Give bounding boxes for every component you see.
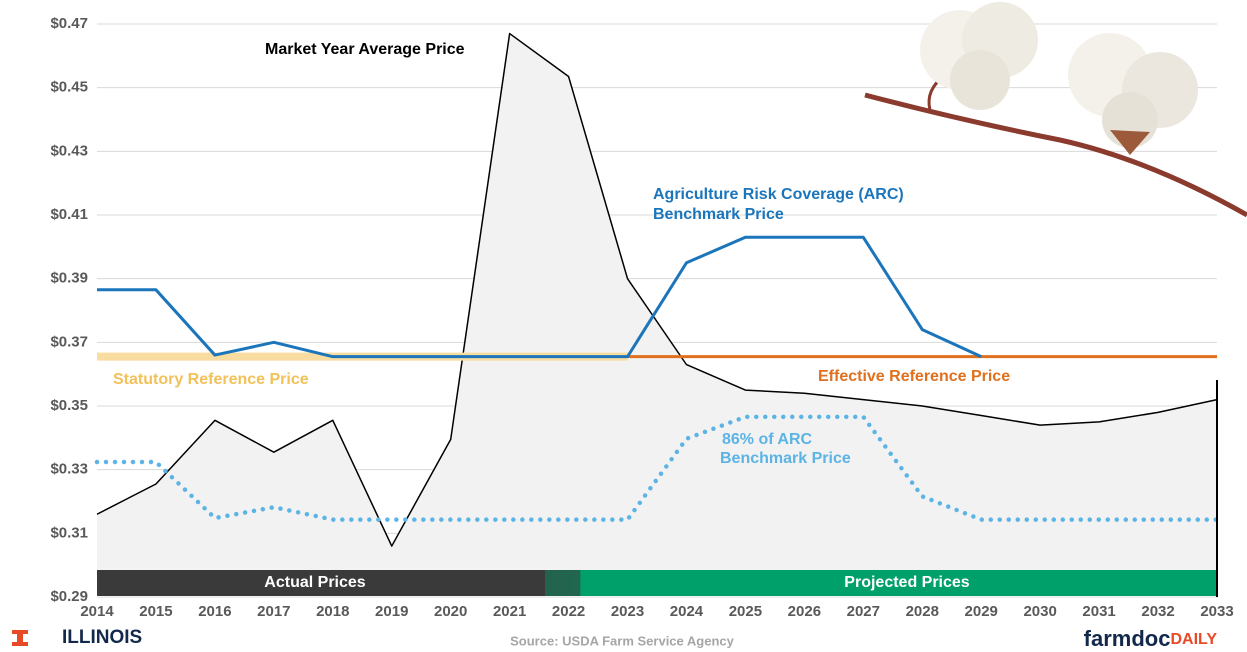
y-tick-label: $0.35 (50, 397, 88, 414)
y-tick-label: $0.43 (50, 142, 88, 159)
x-tick-label: 2019 (375, 603, 408, 620)
series-line (97, 235, 982, 359)
y-tick-label: $0.31 (50, 524, 88, 541)
y-tick-label: $0.29 (50, 588, 88, 605)
x-tick-label: 2028 (906, 603, 939, 620)
x-tick-label: 2023 (611, 603, 644, 620)
annotation: 86% of ARC (722, 431, 813, 448)
series-line (94, 414, 1220, 522)
source: Source: USDA Farm Service Agency (510, 633, 734, 648)
band-label: Projected Prices (844, 574, 970, 591)
series-line (96, 32, 1218, 547)
y-tick-label: $0.47 (50, 15, 88, 32)
x-tick-label: 2020 (434, 603, 467, 620)
annotation: Benchmark Price (720, 450, 851, 467)
annotation: Benchmark Price (653, 206, 784, 223)
x-tick-label: 2033 (1200, 603, 1233, 620)
x-tick-label: 2024 (670, 603, 704, 620)
y-tick-label: $0.37 (50, 333, 88, 350)
y-tick-label: $0.33 (50, 461, 88, 478)
annotation: Agriculture Risk Coverage (ARC) (653, 186, 904, 203)
annotation: Statutory Reference Price (113, 371, 309, 388)
x-tick-label: 2015 (139, 603, 172, 620)
band-label: Actual Prices (264, 574, 365, 591)
y-tick-label: $0.45 (50, 79, 88, 96)
area (97, 33, 1217, 598)
logo: ILLINOIS (62, 627, 142, 648)
cotton-image (864, 2, 1247, 218)
x-tick-label: 2026 (788, 603, 821, 620)
x-tick-label: 2031 (1082, 603, 1115, 620)
x-tick-label: 2030 (1023, 603, 1056, 620)
x-tick-label: 2017 (257, 603, 290, 620)
x-tick-label: 2021 (493, 603, 526, 620)
x-tick-label: 2032 (1141, 603, 1174, 620)
annotation: Market Year Average Price (265, 41, 465, 58)
band-projected (580, 570, 1217, 596)
brand-main: farmdoc (1084, 626, 1171, 651)
x-tick-label: 2022 (552, 603, 585, 620)
x-tick-label: 2018 (316, 603, 349, 620)
annotation: Effective Reference Price (818, 368, 1010, 385)
logo-icon (12, 630, 28, 646)
y-tick-label: $0.41 (50, 206, 88, 223)
band-actual (97, 570, 545, 596)
x-tick-label: 2014 (80, 603, 114, 620)
brand: farmdocDAILY (1084, 626, 1218, 651)
plot: $0.29 $0.31 $0.33 $0.35 $0.37 $0.39 $0.41 $0.43… (50, 15, 1233, 620)
x-tick-label: 2029 (965, 603, 998, 620)
x-tick-label: 2016 (198, 603, 231, 620)
x-tick-label: 2025 (729, 603, 762, 620)
y-tick-label: $0.39 (50, 270, 88, 287)
brand-suffix: DAILY (1170, 631, 1217, 648)
x-tick-label: 2027 (847, 603, 880, 620)
